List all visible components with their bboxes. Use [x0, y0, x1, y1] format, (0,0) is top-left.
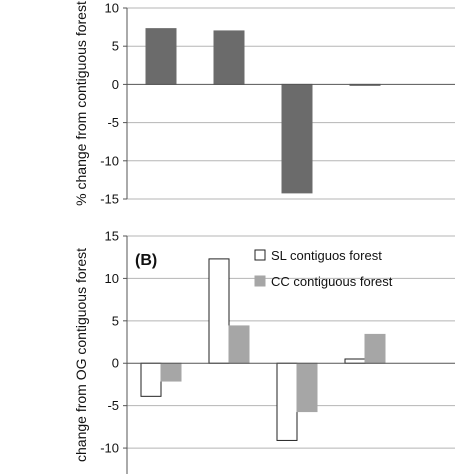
chart-panel-1: 10 5 0 -5 -10 -15 % change from contiguous for… — [73, 1, 455, 207]
bar-1-1 — [140, 362, 162, 397]
y-tick-label: 10 — [105, 1, 119, 16]
y-tick-label: 15 — [105, 229, 119, 244]
y-tick-label: 0 — [112, 356, 119, 371]
y-tick-label: -5 — [107, 115, 119, 130]
y-tick-label: -5 — [107, 398, 119, 413]
legend-label: CC contiguous forest — [271, 274, 393, 289]
bar-2-4 — [364, 333, 386, 364]
bar-1-2 — [208, 258, 230, 364]
bar-1-3 — [281, 83, 313, 194]
legend-label: SL contiguos forest — [271, 248, 382, 263]
panel-label: (B) — [135, 252, 157, 269]
bar-1-2 — [213, 30, 245, 85]
legend-swatch — [254, 249, 266, 261]
y-tick-label: 5 — [112, 313, 119, 328]
y-tick-label: 10 — [105, 271, 119, 286]
bar-1-3 — [276, 362, 298, 441]
bar-2-3 — [296, 362, 318, 413]
y-tick-label: 0 — [112, 77, 119, 92]
bar-2-1 — [160, 362, 182, 382]
bar-1-4 — [344, 358, 366, 364]
bar-2-2 — [228, 325, 250, 364]
chart-panel-2: 15 10 5 0 -5 -10 change from OG contiguous for… — [73, 229, 455, 474]
y-tick-label: -15 — [100, 192, 119, 207]
legend-swatch — [254, 275, 266, 287]
y-tick-label: -10 — [100, 153, 119, 168]
bar-1-1 — [145, 28, 177, 85]
y-tick-label: 5 — [112, 39, 119, 54]
y-tick-label: -10 — [100, 441, 119, 456]
y-axis-title: change from OG contiguous forest — [73, 248, 89, 462]
y-axis-title: % change from contiguous forest — [73, 1, 89, 206]
